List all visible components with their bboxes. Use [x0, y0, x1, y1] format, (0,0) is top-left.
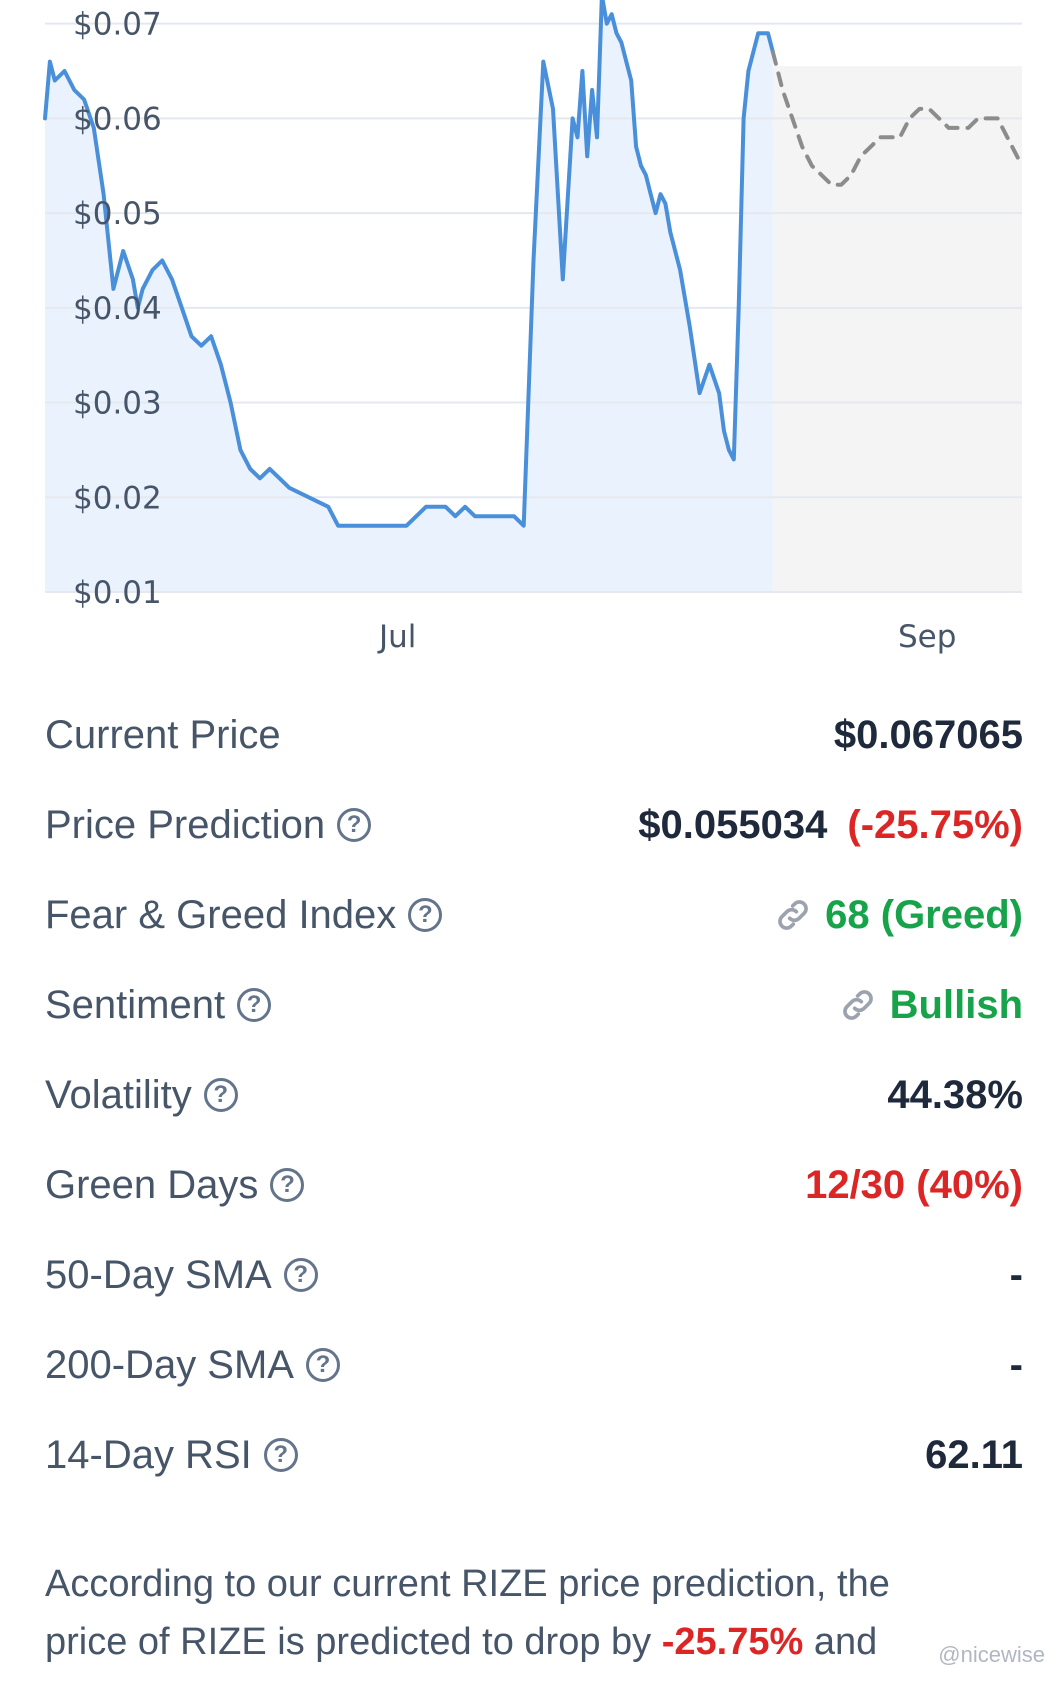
sma-200-value: - — [1009, 1342, 1023, 1387]
green-days-value: 12/30 (40%) — [805, 1162, 1023, 1207]
paragraph-line-2: price of RIZE is predicted to drop by -2… — [45, 1613, 1035, 1671]
stat-row-price-prediction: Price Prediction? $0.055034 (-25.75%) — [45, 780, 1023, 870]
fear-greed-value[interactable]: 68 (Greed) — [825, 892, 1023, 937]
y-tick-label: $0.03 — [73, 386, 162, 422]
link-icon[interactable] — [773, 895, 813, 935]
y-tick-label: $0.04 — [73, 291, 162, 327]
stat-label: Fear & Greed Index — [45, 892, 397, 937]
stat-label: Current Price — [45, 712, 281, 757]
paragraph-line-1: According to our current RIZE price pred… — [45, 1563, 890, 1605]
help-icon[interactable]: ? — [203, 1078, 238, 1112]
help-icon[interactable]: ? — [337, 808, 372, 842]
y-tick-label: $0.01 — [73, 575, 162, 611]
x-tick-label: Sep — [898, 619, 956, 655]
rsi-value: 62.11 — [925, 1432, 1023, 1477]
volatility-value: 44.38% — [887, 1072, 1023, 1117]
series-line-0 — [43, 0, 775, 528]
stat-label: Green Days — [45, 1162, 259, 1207]
prediction-paragraph: According to our current RIZE price pred… — [45, 1555, 1035, 1671]
price-chart: $0.07 $0.06 $0.05 $0.04 $0.03 $0.02 $0.01 Jul Se… — [0, 0, 1063, 660]
sentiment-value[interactable]: Bullish — [889, 982, 1023, 1027]
help-icon[interactable]: ? — [263, 1438, 298, 1472]
stat-label: Sentiment — [45, 982, 226, 1027]
paragraph-percent: -25.75% — [661, 1621, 804, 1663]
stat-label: 200-Day SMA — [45, 1342, 294, 1387]
stat-row-green-days: Green Days? 12/30 (40%) — [45, 1140, 1023, 1230]
stat-label: 50-Day SMA — [45, 1252, 272, 1297]
y-tick-label: $0.02 — [73, 480, 162, 516]
watermark: @nicewise — [938, 1642, 1045, 1667]
stats-list: Current Price $0.067065 Price Prediction… — [45, 690, 1023, 1500]
y-tick-label: $0.05 — [73, 196, 162, 232]
x-tick-label: Jul — [377, 619, 416, 655]
stat-row-fear-greed: Fear & Greed Index? 68 (Greed) — [45, 870, 1023, 960]
price-prediction-change: (-25.75%) — [847, 802, 1023, 847]
series-area-0 — [45, 0, 773, 592]
y-tick-label: $0.06 — [73, 101, 162, 137]
stat-label: Price Prediction — [45, 802, 326, 847]
help-icon[interactable]: ? — [408, 898, 443, 932]
stat-label: 14-Day RSI — [45, 1432, 252, 1477]
help-icon[interactable]: ? — [305, 1348, 340, 1382]
paragraph-text-end: and — [803, 1621, 878, 1663]
price-prediction-value: $0.055034 — [638, 802, 828, 847]
stat-label: Volatility — [45, 1072, 192, 1117]
stat-row-sentiment: Sentiment? Bullish — [45, 960, 1023, 1050]
help-icon[interactable]: ? — [283, 1258, 318, 1292]
series-line-1 — [770, 50, 1024, 187]
sma-50-value: - — [1009, 1252, 1023, 1297]
stat-row-volatility: Volatility? 44.38% — [45, 1050, 1023, 1140]
stat-row-current-price: Current Price $0.067065 — [45, 690, 1023, 780]
link-icon[interactable] — [838, 985, 878, 1025]
price-chart-svg: $0.07 $0.06 $0.05 $0.04 $0.03 $0.02 $0.01 Jul Se… — [43, 0, 1024, 655]
help-icon[interactable]: ? — [270, 1168, 305, 1202]
y-tick-label: $0.07 — [73, 7, 162, 43]
series-area-1 — [772, 66, 1022, 592]
stat-row-200-day-sma: 200-Day SMA? - — [45, 1320, 1023, 1410]
current-price-value: $0.067065 — [833, 712, 1023, 757]
paragraph-text: price of RIZE is predicted to drop by — [45, 1621, 662, 1663]
stat-row-50-day-sma: 50-Day SMA? - — [45, 1230, 1023, 1320]
stat-row-14-day-rsi: 14-Day RSI? 62.11 — [45, 1410, 1023, 1500]
help-icon[interactable]: ? — [237, 988, 272, 1022]
